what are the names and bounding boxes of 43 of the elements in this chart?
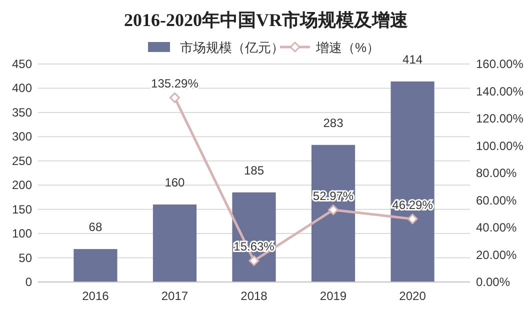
data-label: 135.29%	[151, 76, 199, 91]
y2-tick-label: 140.00%	[476, 84, 524, 98]
bar	[74, 249, 118, 282]
point	[248, 255, 260, 266]
data-label: 52.97%	[312, 188, 354, 203]
x-tick-label: 2018	[240, 289, 268, 303]
y2-tick-label: 100.00%	[476, 138, 524, 153]
y-tick-label: 50	[18, 250, 32, 265]
y-tick-label: 450	[12, 57, 32, 71]
data-label: 185	[244, 163, 264, 178]
y2-tick-label: 60.00%	[476, 193, 518, 208]
y2-tick-label: 80.00%	[476, 166, 518, 180]
point	[169, 92, 180, 103]
data-label: 414	[402, 52, 423, 66]
data-label: 46.29%	[392, 198, 434, 212]
data-label: 283	[323, 116, 344, 130]
x-tick-label: 2020	[399, 289, 426, 303]
legend-label: 增速（%）	[315, 40, 380, 55]
y-tick-label: 100	[12, 226, 32, 241]
y2-tick-label: 20.00%	[476, 248, 518, 262]
y-tick-label: 150	[12, 202, 32, 216]
point	[328, 204, 339, 216]
y-tick-label: 400	[12, 81, 32, 96]
y2-tick-label: 0.00%	[476, 275, 510, 289]
y-tick-label: 200	[12, 178, 32, 192]
y-tick-label: 300	[12, 130, 32, 144]
point	[407, 214, 418, 224]
y2-tick-label: 40.00%	[476, 220, 518, 234]
bar	[152, 204, 197, 282]
bar	[390, 81, 434, 282]
y-tick-label: 350	[12, 105, 32, 120]
y2-tick-label: 160.00%	[476, 57, 524, 71]
y-tick-label: 250	[12, 154, 32, 168]
legend-label: 市场规模（亿元）	[180, 40, 284, 55]
x-tick-label: 2017	[161, 289, 188, 303]
y-tick-label: 0	[25, 275, 32, 289]
chart-title: 2016-2020年中国VR市场规模及增速	[124, 10, 408, 30]
x-tick-label: 2019	[320, 289, 347, 303]
x-tick-label: 2016	[82, 289, 110, 303]
bar	[311, 144, 356, 282]
y2-tick-label: 120.00%	[476, 112, 524, 126]
data-label: 68	[88, 220, 102, 234]
data-label: 160	[164, 175, 186, 190]
